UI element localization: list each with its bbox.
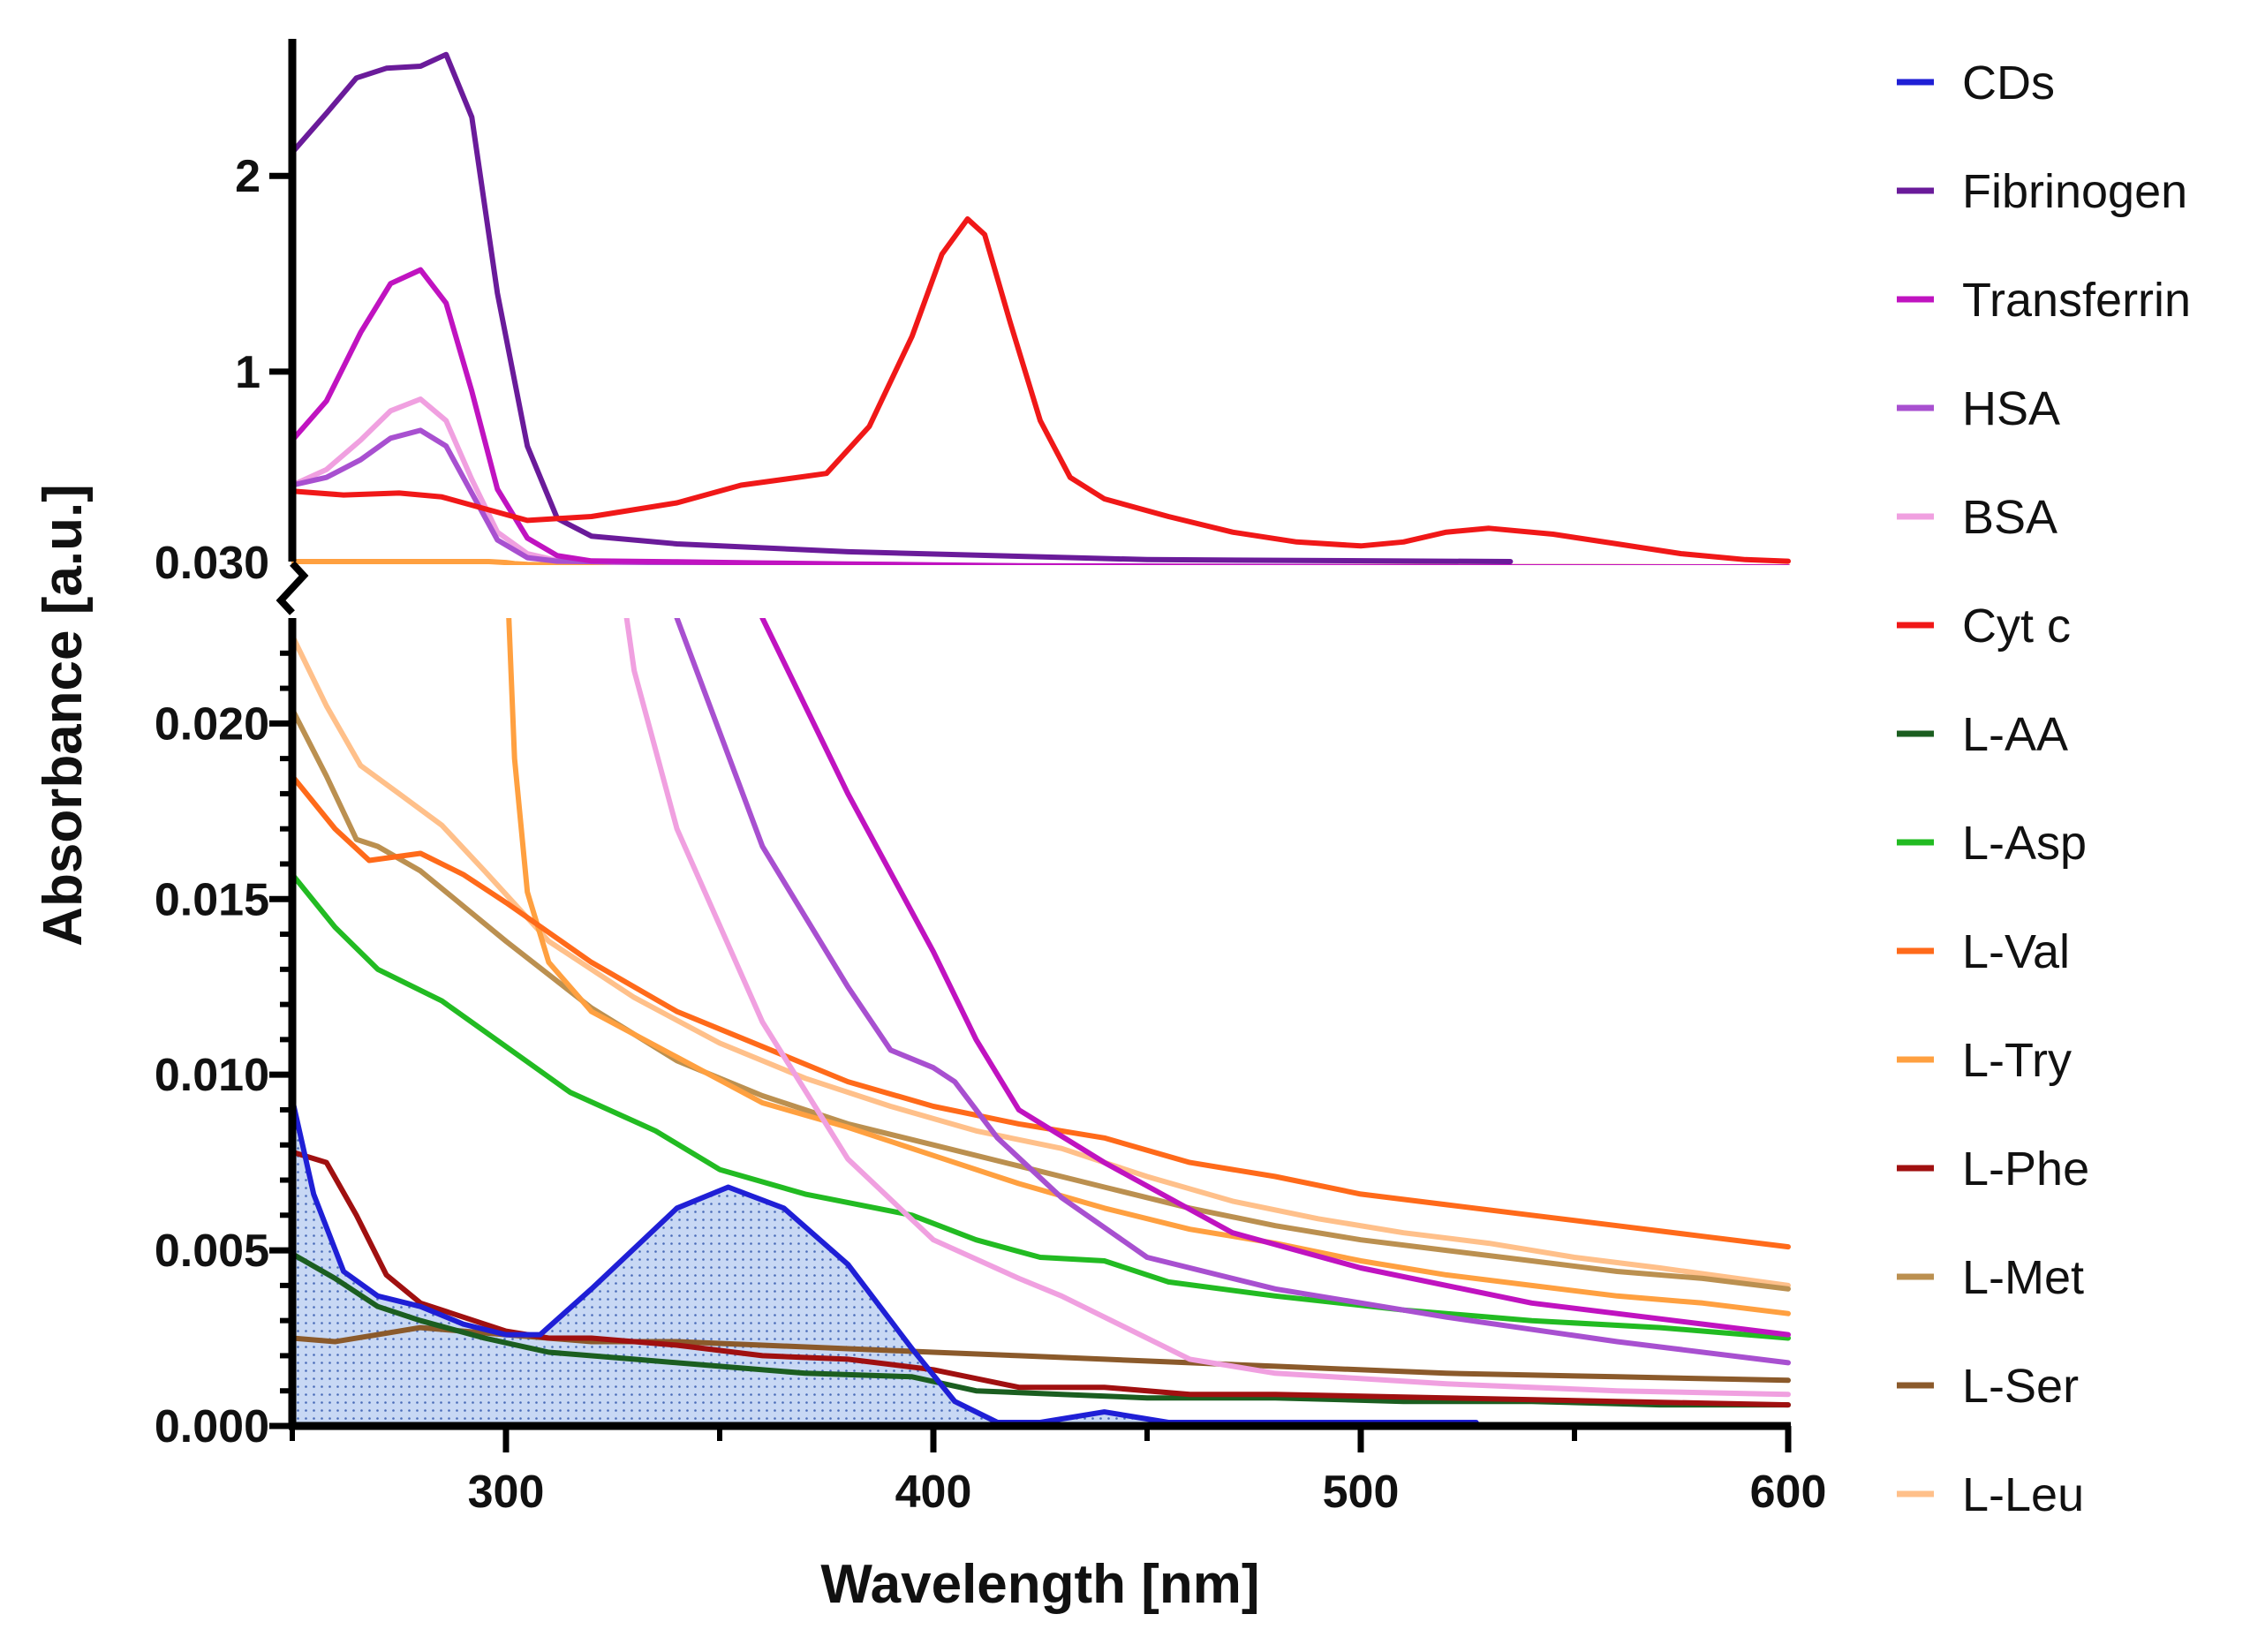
legend-label: BSA (1962, 491, 2057, 544)
upper-panel-curves (291, 51, 1791, 565)
legend-label: CDs (1962, 57, 2055, 109)
legend-item-transferrin: Transferrin (1897, 274, 2191, 327)
legend-label: L-Met (1962, 1251, 2084, 1304)
legend-label: Fibrinogen (1962, 165, 2187, 218)
series-line-l-ser-lower (291, 1324, 1791, 1384)
series-line-transferrin-upper (291, 267, 1791, 565)
lower-panel-curves (291, 0, 1791, 1425)
legend-item-l-val: L-Val (1897, 925, 2070, 978)
y-tick-label: 2 (235, 151, 260, 202)
x-tick-label: 500 (1323, 1467, 1400, 1518)
legend: CDs Fibrinogen Transferrin HSA BSA Cyt c L-AA L… (1897, 57, 2191, 1521)
series-line-cyt-c-upper (291, 216, 1791, 564)
axis-break-mark (276, 561, 309, 615)
legend-item-l-met: L-Met (1897, 1251, 2084, 1304)
y-tick-label: 0.020 (155, 698, 269, 750)
series-line-l-leu-lower (291, 632, 1791, 1288)
legend-label: L-Leu (1962, 1468, 2084, 1521)
legend-item-fibrinogen: Fibrinogen (1897, 165, 2187, 218)
legend-label: Transferrin (1962, 274, 2191, 327)
cds-shaded-area (292, 1099, 1476, 1426)
legend-label: HSA (1962, 382, 2060, 435)
series-line-transferrin-lower (759, 618, 1791, 1338)
legend-label: L-Asp (1962, 817, 2087, 870)
legend-label: L-Phe (1962, 1143, 2089, 1196)
y-axis-label: Absorbance [a.u.] (33, 484, 94, 947)
y-minor-ticks (280, 650, 292, 1394)
legend-item-l-try: L-Try (1897, 1034, 2072, 1087)
legend-label: L-Try (1962, 1034, 2072, 1087)
series-line-cds-lower (291, 1097, 1479, 1425)
legend-item-l-asp: L-Asp (1897, 817, 2087, 870)
legend-label: L-AA (1962, 708, 2068, 761)
legend-item-hsa: HSA (1897, 382, 2060, 435)
legend-label: L-Val (1962, 925, 2070, 978)
x-ticks: 300 400 500 600 (468, 1426, 1827, 1518)
legend-item-cds: CDs (1897, 57, 2055, 109)
y-tick-label: 1 (235, 347, 260, 398)
series-line-l-phe-lower (291, 1149, 1791, 1408)
plot-area (291, 0, 1791, 1426)
y-tick-label: 0.005 (155, 1226, 269, 1277)
legend-item-l-leu: L-Leu (1897, 1468, 2084, 1521)
legend-item-cyt-c: Cyt c (1897, 600, 2071, 653)
series-line-l-val-lower (291, 773, 1791, 1250)
axes: 300 400 500 600 0.000 0.005 0.010 0.015 0.020 1… (155, 39, 1827, 1518)
series-line-fibrinogen-upper (291, 51, 1514, 564)
y-ticks-upper: 12 (235, 151, 292, 398)
y-tick-label: 0.010 (155, 1050, 269, 1101)
series-line-l-try-lower (506, 618, 1791, 1316)
y-ticks-lower: 0.000 0.005 0.010 0.015 0.020 (155, 698, 292, 1452)
y-tick-label: 0.000 (155, 1401, 269, 1452)
series-line-l-try-upper (291, 559, 1791, 565)
legend-label: L-Ser (1962, 1360, 2079, 1413)
series-line-bsa-lower (623, 618, 1791, 1398)
series-line-fibrinogen-lower (292, 0, 1510, 373)
x-tick-label: 600 (1750, 1467, 1827, 1518)
x-tick-label: 300 (468, 1467, 545, 1518)
series-line-cyt-c-lower (292, 0, 1788, 302)
x-axis-label: Wavelength [nm] (820, 1554, 1259, 1615)
legend-item-l-aa: L-AA (1897, 708, 2068, 761)
series-line-l-asp-lower (291, 871, 1791, 1341)
x-tick-label: 400 (895, 1467, 972, 1518)
legend-item-l-phe: L-Phe (1897, 1143, 2089, 1196)
series-line-hsa-lower (674, 618, 1791, 1366)
y-break-tick-label: 0.030 (155, 538, 269, 589)
legend-item-bsa: BSA (1897, 491, 2057, 544)
y-tick-label: 0.015 (155, 874, 269, 925)
series-line-l-aa-lower (291, 1251, 1791, 1408)
legend-label: Cyt c (1962, 600, 2071, 653)
legend-item-l-ser: L-Ser (1897, 1360, 2079, 1413)
